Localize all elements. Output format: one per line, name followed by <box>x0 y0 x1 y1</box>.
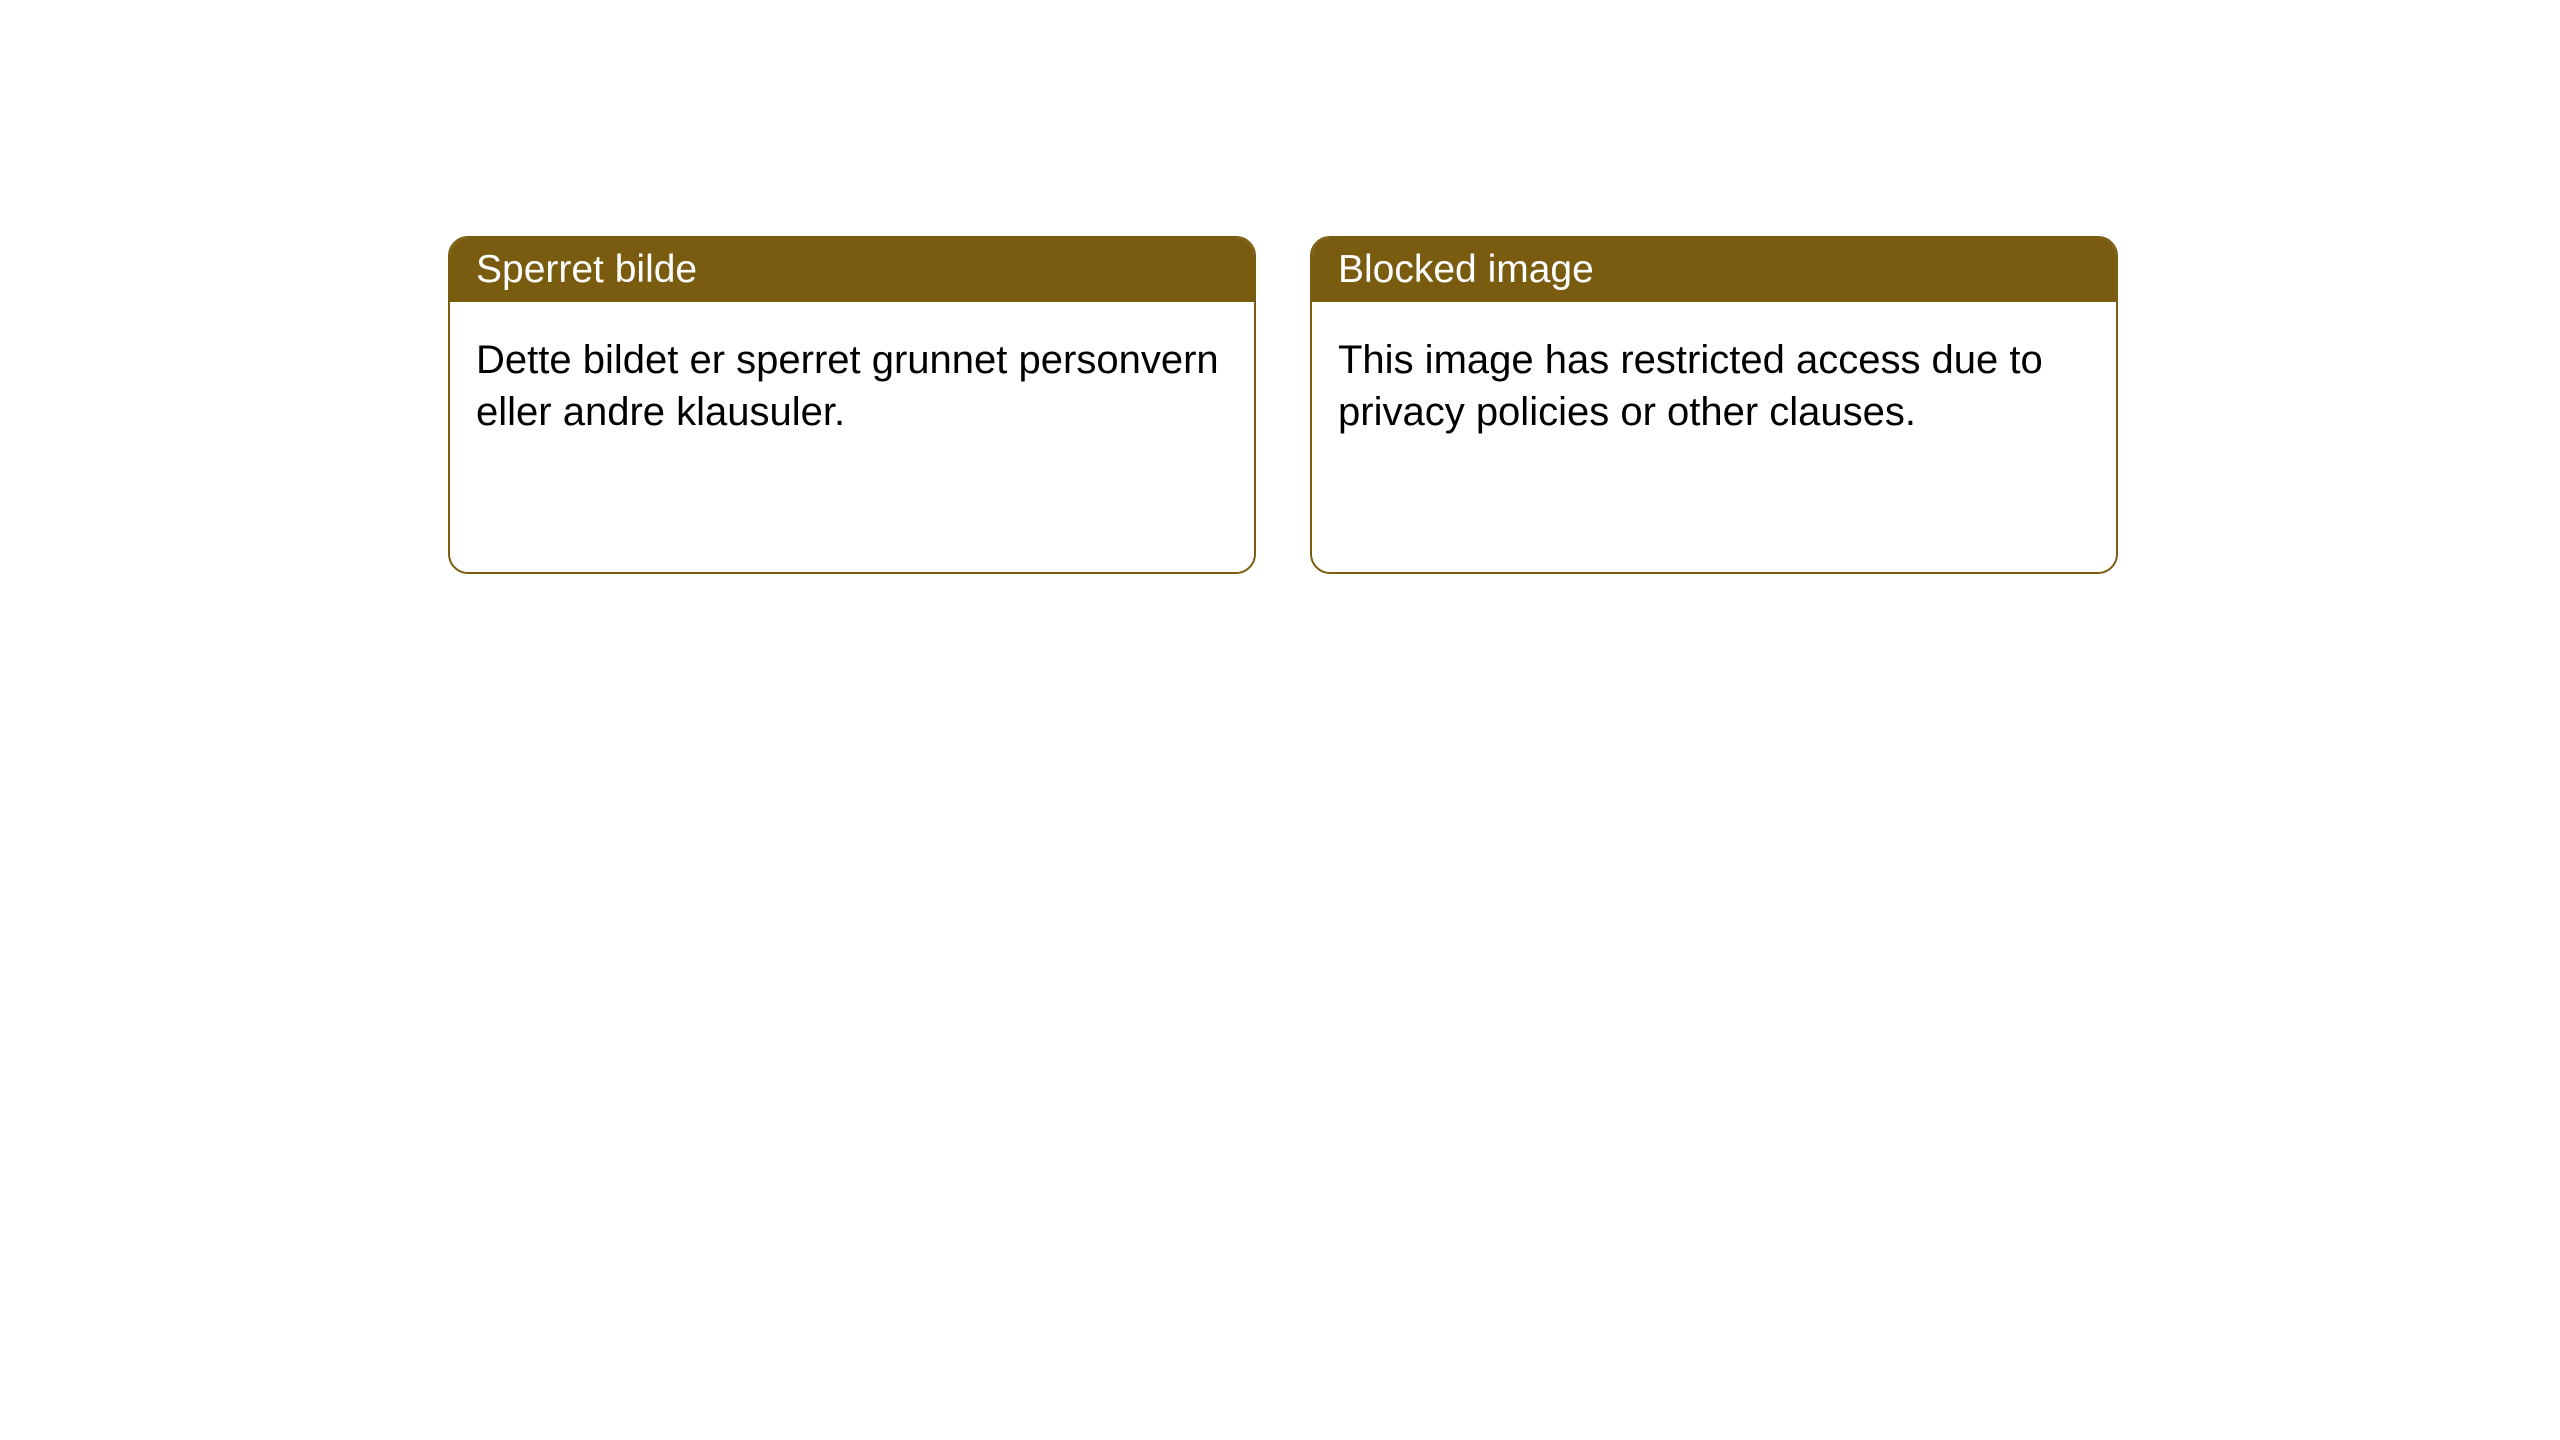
card-message: This image has restricted access due to … <box>1338 338 2043 434</box>
card-header-norwegian: Sperret bilde <box>450 238 1254 302</box>
card-title: Blocked image <box>1338 248 1594 291</box>
card-title: Sperret bilde <box>476 248 697 291</box>
card-body-norwegian: Dette bildet er sperret grunnet personve… <box>450 302 1254 572</box>
notice-cards-container: Sperret bilde Dette bildet er sperret gr… <box>448 236 2118 574</box>
card-body-english: This image has restricted access due to … <box>1312 302 2116 572</box>
blocked-image-card-english: Blocked image This image has restricted … <box>1310 236 2118 574</box>
card-header-english: Blocked image <box>1312 238 2116 302</box>
card-message: Dette bildet er sperret grunnet personve… <box>476 338 1219 434</box>
blocked-image-card-norwegian: Sperret bilde Dette bildet er sperret gr… <box>448 236 1256 574</box>
